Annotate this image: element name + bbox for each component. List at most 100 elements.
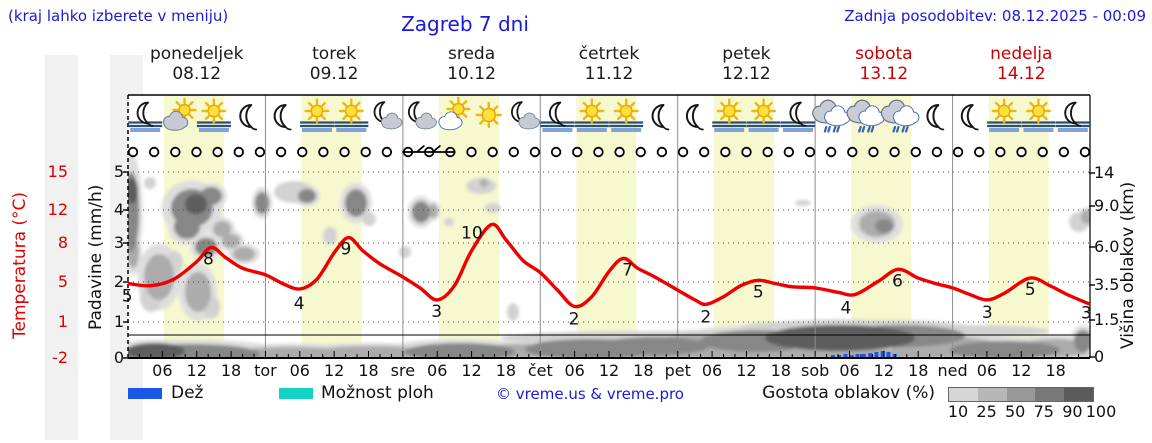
x-hour-label: 18 xyxy=(770,361,791,380)
temperature-value-label: 10 xyxy=(461,223,483,243)
cloud-density-legend-label: Gostota oblakov (%) xyxy=(762,383,935,403)
cloud-blob xyxy=(1081,210,1090,224)
x-hour-label: 18 xyxy=(495,361,517,380)
sky-marker-circle xyxy=(191,146,202,158)
sky-marker-circle xyxy=(847,146,858,158)
sky-marker-circle xyxy=(381,146,393,158)
cloud-blob xyxy=(1074,330,1090,352)
temperature-value-label: 5 xyxy=(753,282,764,302)
density-tick-label: 10 xyxy=(947,402,969,421)
sky-marker-circle xyxy=(593,146,604,158)
sky-marker-circle xyxy=(318,146,329,158)
rain-bar xyxy=(855,353,860,357)
x-hour-label: 12 xyxy=(1011,361,1032,380)
sky-marker-circle xyxy=(699,146,710,158)
weather-icon-moon-fog xyxy=(540,101,575,132)
x-hour-label: 18 xyxy=(220,361,242,380)
cloud-density-colorbar xyxy=(948,387,1094,402)
cloud-blob xyxy=(174,215,200,239)
sky-marker-circle xyxy=(1037,146,1048,158)
cloud-blob xyxy=(428,204,438,218)
precipitation-tick-label: 1 xyxy=(113,312,124,331)
temperature-tick-label: -2 xyxy=(52,348,68,367)
cloud-blob xyxy=(144,177,156,189)
precipitation-tick-label: 3 xyxy=(113,233,124,252)
weather-icon-moon xyxy=(685,104,704,131)
sky-marker-circle xyxy=(127,146,139,158)
sky-marker-circle xyxy=(275,146,287,158)
sky-marker-circle xyxy=(148,146,160,158)
density-tick-label: 75 xyxy=(1033,402,1054,421)
x-hour-label: 18 xyxy=(908,361,929,380)
gridlines xyxy=(128,95,1090,358)
sky-marker-circle xyxy=(656,146,668,158)
day-header-sobota: sobota 13.12 xyxy=(855,44,913,84)
temperature-value-label: 5 xyxy=(122,287,133,307)
weather-icon-sun-fog xyxy=(712,98,747,132)
day-header-petek: petek 12.12 xyxy=(722,44,771,84)
sky-marker-circle xyxy=(1079,146,1091,158)
rain-bar xyxy=(861,353,866,357)
x-hour-label: 06 xyxy=(839,361,860,380)
day-header-četrtek: četrtek 11.12 xyxy=(578,44,640,84)
cloud-blob xyxy=(795,200,811,206)
cloud-blob xyxy=(185,194,207,214)
copyright-link[interactable]: © vreme.us & vreme.pro xyxy=(496,385,684,403)
temperature-value-label: 8 xyxy=(203,249,214,269)
x-hour-label: 06 xyxy=(976,361,998,380)
weather-icon-sun-fog xyxy=(299,98,334,132)
x-hour-label: 06 xyxy=(289,361,310,380)
cloud-blob xyxy=(405,343,515,358)
cloud-blob xyxy=(875,219,893,233)
cloud-height-tick-label: 9.0 xyxy=(1094,196,1120,215)
x-day-abbr-label: ned xyxy=(937,361,968,380)
cloud-blob xyxy=(399,246,411,258)
sky-marker-circle xyxy=(825,146,837,158)
temperature-tick-label: 12 xyxy=(47,200,68,219)
sky-marker-circle xyxy=(466,146,477,158)
temperature-value-label: 2 xyxy=(700,307,711,327)
x-hour-label: 06 xyxy=(427,361,448,380)
x-hour-label: 18 xyxy=(633,361,654,380)
rain-bar xyxy=(880,350,885,357)
temperature-value-label: 6 xyxy=(892,271,903,291)
cloud-blob xyxy=(128,178,138,204)
cloud-height-tick-label: 3.5 xyxy=(1094,275,1120,294)
x-day-abbr-label: čet xyxy=(527,361,553,380)
cloud-blob xyxy=(362,212,376,226)
cloud-blob xyxy=(255,192,269,214)
day-header-nedelja: nedelja 14.12 xyxy=(990,44,1053,84)
weather-icon-moon-fog xyxy=(1055,101,1090,132)
sky-marker-circle xyxy=(529,146,541,158)
weather-icon-row xyxy=(128,96,1090,133)
cloud-blob xyxy=(345,189,367,217)
sky-marker-circle xyxy=(254,146,266,158)
sky-marker-circle xyxy=(931,146,943,158)
sky-marker-circle xyxy=(720,146,731,158)
weather-icon-sun-bluecloud xyxy=(438,96,471,131)
rain-bar xyxy=(849,355,854,357)
weather-icon-sun xyxy=(475,101,502,129)
rain-bar xyxy=(868,353,873,357)
cloud-blob xyxy=(144,254,174,300)
cloud-blob xyxy=(315,346,425,358)
rain-bar xyxy=(892,353,897,357)
day-header-ponedeljek: ponedeljek 08.12 xyxy=(149,44,244,84)
daylight-band xyxy=(988,95,1049,358)
x-day-abbr-label: sob xyxy=(801,361,830,380)
density-segment xyxy=(1064,388,1093,401)
weather-icon-sun-fog xyxy=(196,98,231,132)
rain-bar xyxy=(830,355,835,357)
left-gutter-strip-1 xyxy=(45,55,78,440)
weather-icon-sun-fog xyxy=(746,98,781,132)
weather-icon-sun-fog xyxy=(334,98,369,132)
cloud-blob xyxy=(233,247,255,261)
sky-marker-circle xyxy=(868,146,879,158)
temperature-tick-label: 15 xyxy=(47,162,68,181)
weather-icon-moon-fog xyxy=(780,101,815,132)
density-segment xyxy=(949,388,978,401)
weather-icon-sun-fog xyxy=(574,98,609,132)
rain-bar xyxy=(843,353,848,357)
cloud-height-tick-label: 6.0 xyxy=(1094,237,1120,256)
